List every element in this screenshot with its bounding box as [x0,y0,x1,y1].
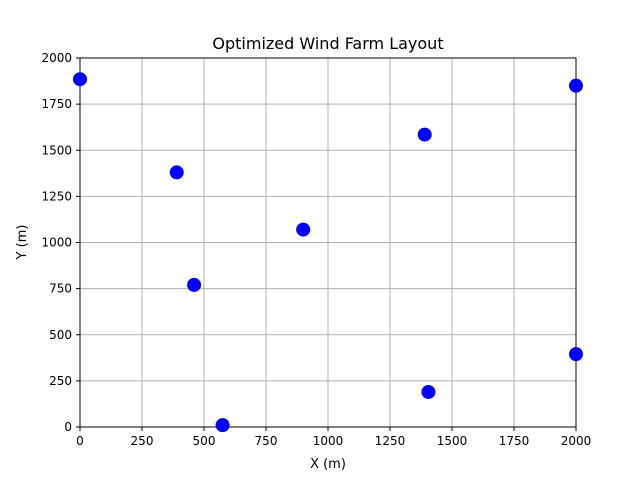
turbine-point [569,78,583,93]
x-tick-label: 1500 [437,434,468,448]
y-tick-label: 1750 [41,97,72,111]
x-tick-label: 750 [255,434,278,448]
y-tick-label: 500 [49,328,72,342]
y-tick-label: 1500 [41,143,72,157]
y-tick-label: 1250 [41,189,72,203]
axis-ticks: 0 250 500 750 1000 1250 1500 1750 2000 0 250 500 750… [41,51,591,448]
x-tick-label: 0 [76,434,84,448]
x-tick-label: 2000 [561,434,592,448]
x-tick-label: 250 [131,434,154,448]
x-tick-label: 500 [193,434,216,448]
turbine-point [187,277,202,292]
turbine-point [417,127,432,142]
y-tick-label: 750 [49,282,72,296]
turbine-point [169,165,184,180]
y-tick-label: 0 [64,420,72,434]
x-tick-label: 1000 [313,434,344,448]
turbine-point [296,222,311,237]
y-tick-label: 1000 [41,236,72,250]
turbine-point [421,384,436,399]
x-tick-label: 1750 [499,434,530,448]
x-tick-label: 1250 [375,434,406,448]
x-axis-label: X (m) [310,457,346,472]
turbine-point [569,347,583,362]
turbine-point [215,418,230,433]
data-points [73,72,583,433]
chart-title: Optimized Wind Farm Layout [212,34,443,53]
y-tick-label: 250 [49,374,72,388]
turbine-point [73,72,87,87]
y-tick-label: 2000 [41,51,72,65]
y-axis-label: Y (m) [15,225,30,261]
